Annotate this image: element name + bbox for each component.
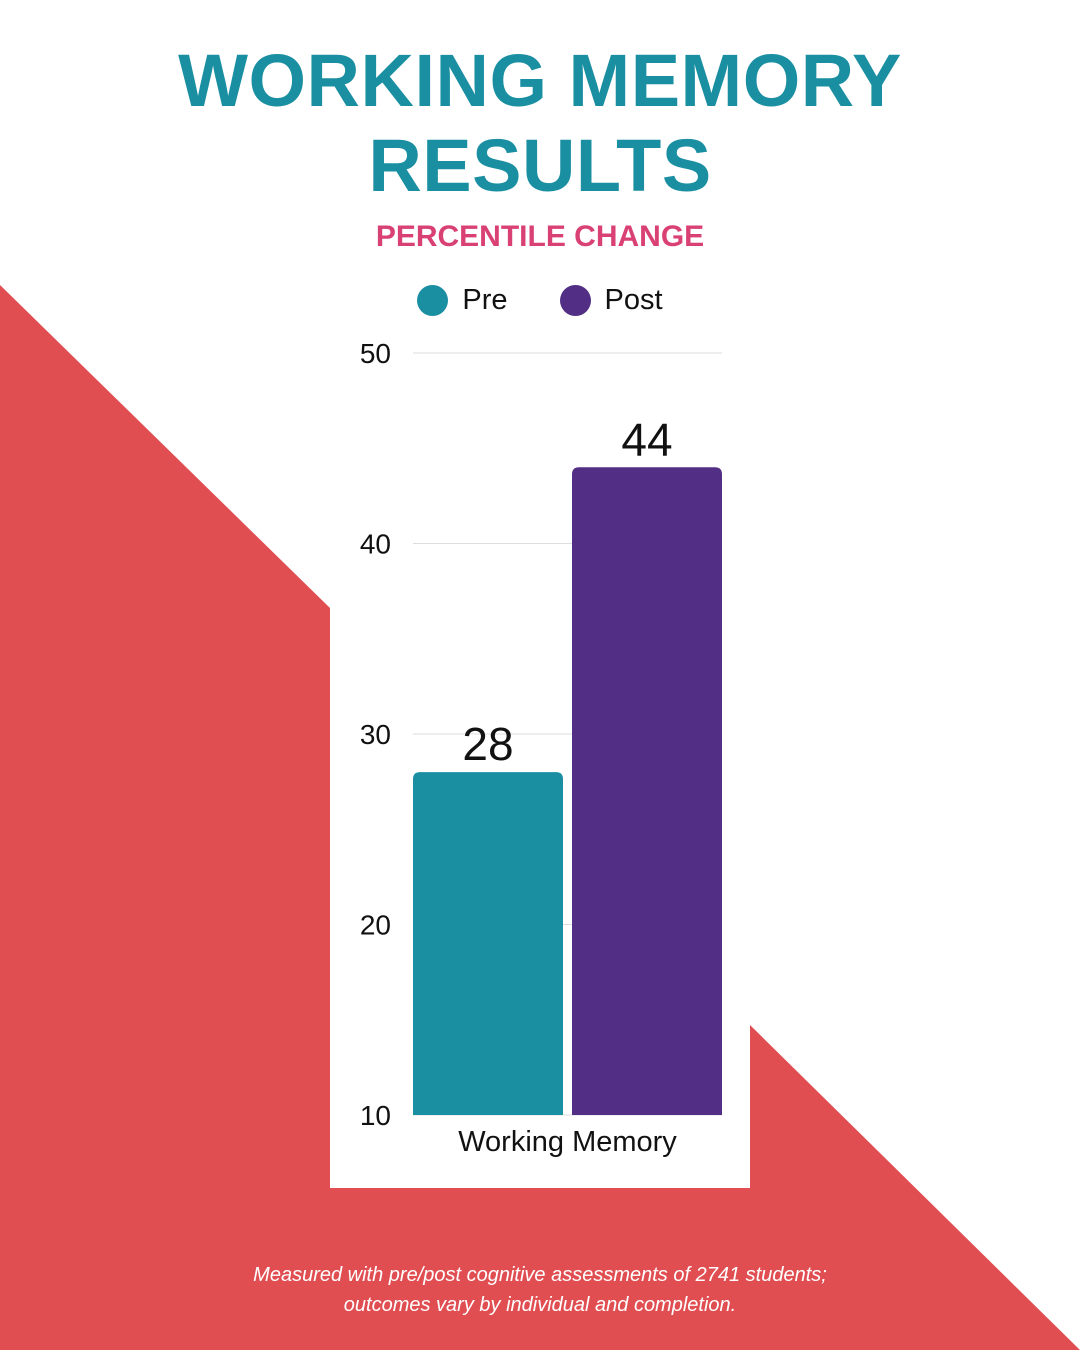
y-tick-label-30: 30 <box>360 719 391 750</box>
legend-item-pre: Pre <box>417 283 508 317</box>
y-tick-label-50: 50 <box>360 338 391 369</box>
data-label-pre: 28 <box>462 718 513 770</box>
chart-title: PERCENTILE CHANGE <box>375 220 705 253</box>
y-tick-label-20: 20 <box>360 910 391 941</box>
data-label-post: 44 <box>621 413 672 465</box>
y-tick-label-40: 40 <box>360 529 391 560</box>
x-tick-label-working-memory: Working Memory <box>458 1126 677 1158</box>
legend-item-post: Post <box>559 283 663 317</box>
legend-label-post: Post <box>604 283 663 316</box>
legend-label-pre: Pre <box>462 283 508 316</box>
legend-swatch-post <box>559 284 591 316</box>
footnote-line-1: Measured with pre/post cognitive assessm… <box>253 1264 827 1286</box>
bar-post <box>572 467 722 1115</box>
page-title: WORKING MEMORY RESULTS <box>178 39 902 207</box>
legend-swatch-pre <box>417 284 449 316</box>
y-tick-label-10: 10 <box>360 1100 391 1131</box>
red-background-shape <box>0 285 1080 1350</box>
bar-pre <box>413 772 563 1115</box>
footnote-line-2: outcomes vary by individual and completi… <box>343 1294 737 1316</box>
chart-legend: Pre Post <box>0 280 1080 320</box>
footnote: Measured with pre/post cognitive assessm… <box>0 1260 1080 1320</box>
